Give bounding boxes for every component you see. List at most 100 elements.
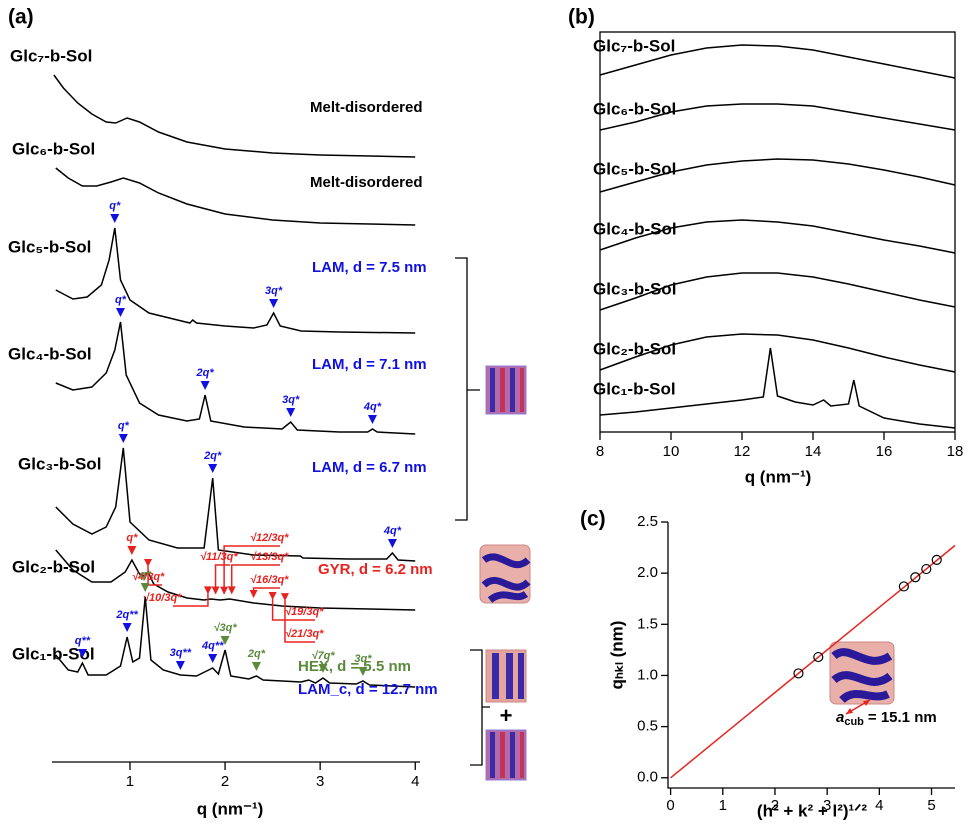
structure-icons: + (455, 257, 895, 781)
phase-annotation: HEX, d = 5.5 nm (298, 658, 411, 675)
data-point (910, 572, 921, 583)
x-tick-label: 4 (411, 773, 419, 790)
peak-label: √4/3q* (132, 571, 165, 583)
axes (667, 522, 955, 789)
peak-label: q* (118, 420, 130, 432)
peak-marker (208, 654, 218, 663)
phase-annotation: LAM_c, d = 12.7 nm (298, 681, 438, 698)
peak-arrow (280, 593, 289, 602)
series-label: Glc₃-b-Sol (593, 279, 676, 298)
peak-marker (115, 308, 125, 317)
series-label: Glc₄-b-Sol (593, 219, 677, 238)
peak-marker (122, 623, 132, 632)
y-axis-label: qₕₖₗ (nm) (607, 621, 626, 690)
peak-label: q* (126, 532, 138, 544)
peak-leader (271, 599, 315, 621)
peak-marker (175, 661, 185, 670)
peak-label: q* (140, 569, 152, 581)
y-tick-label: 1.5 (637, 615, 658, 632)
peak-marker (127, 546, 137, 555)
x-tick-label: 1 (719, 797, 727, 814)
data-point (898, 581, 909, 592)
curve (55, 549, 416, 611)
data-point (813, 651, 824, 663)
series-label: Glc₂-b-Sol (12, 557, 95, 576)
peak-marker (269, 299, 279, 308)
peak-marker (208, 464, 218, 473)
panel-label: (a) (8, 6, 34, 29)
bracket (455, 257, 480, 521)
gyroid-inset (829, 641, 895, 715)
peak-label: √7q* (311, 650, 335, 662)
phase-annotation: Melt-disordered (310, 99, 423, 116)
curve (599, 347, 956, 429)
phase-annotation: LAM, d = 7.1 nm (312, 356, 427, 373)
subscript: cub (844, 716, 864, 728)
curve (599, 158, 956, 193)
x-tick-label: 0 (666, 797, 674, 814)
series-label: Glc₁-b-Sol (593, 379, 676, 398)
peak-marker (220, 636, 230, 645)
peak-marker (367, 415, 377, 424)
peak-leader (223, 545, 280, 594)
x-tick-label: 3 (316, 773, 324, 790)
series-label: Glc₁-b-Sol (12, 644, 95, 663)
peak-label: 3q* (265, 285, 283, 297)
peak-label: √12/3q* (250, 532, 289, 544)
plot-frame (599, 31, 956, 433)
peak-leader (284, 600, 315, 643)
peak-label: 2q* (203, 450, 222, 462)
peak-leader (230, 564, 280, 594)
x-tick-label: 8 (596, 443, 604, 460)
peak-arrow (220, 586, 229, 595)
phase-annotation: LAM, d = 7.5 nm (312, 259, 427, 276)
peak-marker (358, 667, 368, 676)
y-tick-label: 1.0 (637, 666, 658, 683)
x-axis-label: (h² + k² + l²)¹ᐟ² (757, 801, 867, 820)
data-point (931, 554, 942, 565)
peak-marker (387, 539, 397, 548)
x-tick-label: 10 (663, 443, 680, 460)
series-label: Glc₇-b-Sol (10, 46, 92, 65)
plus-sign: + (500, 703, 513, 728)
phase-annotation: GYR, d = 6.2 nm (318, 561, 433, 578)
peak-label: 4q* (383, 525, 402, 537)
x-tick-label: 12 (734, 443, 751, 460)
series-label: Glc₇-b-Sol (593, 36, 675, 55)
panel-label: (b) (568, 6, 595, 29)
curve (55, 321, 416, 435)
lam-cube (485, 365, 527, 415)
phase-annotation: Melt-disordered (310, 174, 423, 191)
series-label: Glc₂-b-Sol (593, 339, 676, 358)
peak-label: 3q* (354, 653, 372, 665)
peak-label: 2q* (196, 367, 215, 379)
peak-label: 2q* (247, 648, 266, 660)
peak-marker (286, 408, 296, 417)
bracket (470, 649, 490, 766)
peak-arrow (211, 586, 220, 595)
curve (55, 447, 416, 562)
peak-label: √3q* (213, 622, 237, 634)
gyroid-cube (479, 544, 531, 604)
curve (55, 167, 416, 226)
peak-marker (118, 434, 128, 443)
peak-marker (110, 214, 120, 223)
x-tick-label: 2 (771, 797, 779, 814)
series-label: Glc₆-b-Sol (12, 139, 95, 158)
panel-label: (c) (580, 508, 606, 531)
x-tick-label: 3 (823, 797, 831, 814)
peak-leader (173, 593, 209, 607)
data-point (793, 668, 804, 679)
peak-label: q* (115, 294, 127, 306)
x-tick-label: 5 (927, 797, 935, 814)
peak-label: √21/3q* (285, 628, 324, 640)
y-tick-label: 0.0 (637, 769, 658, 786)
lam-cube (485, 729, 527, 781)
peak-label: √10/3q* (143, 592, 182, 604)
x-axis-label: q (nm⁻¹) (745, 467, 812, 486)
x-tick-label: 4 (875, 797, 883, 814)
phase-annotation: LAM, d = 6.7 nm (312, 459, 427, 476)
peak-arrow (144, 559, 153, 567)
peak-label: q* (109, 200, 121, 212)
